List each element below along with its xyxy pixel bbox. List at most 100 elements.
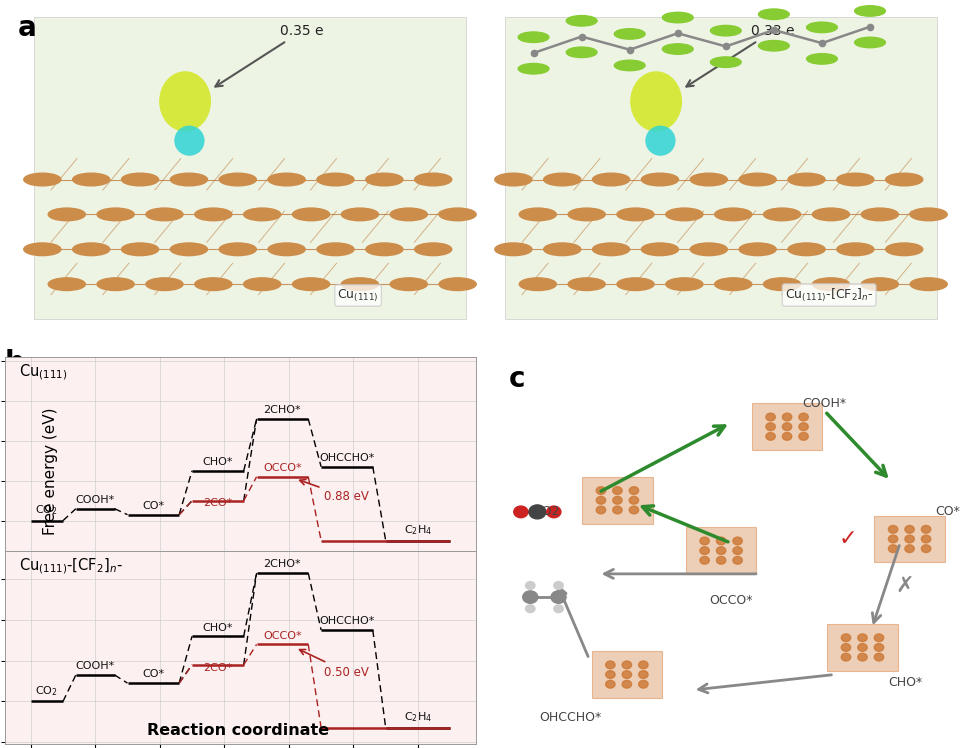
Circle shape <box>910 278 948 290</box>
Circle shape <box>525 605 535 613</box>
Circle shape <box>606 661 615 669</box>
Circle shape <box>195 278 232 290</box>
Circle shape <box>195 208 232 221</box>
Text: c: c <box>509 365 525 393</box>
Text: OHCCHO*: OHCCHO* <box>539 711 601 723</box>
Circle shape <box>717 537 726 545</box>
Circle shape <box>390 208 427 221</box>
Circle shape <box>874 643 884 652</box>
Circle shape <box>317 243 354 256</box>
Circle shape <box>23 243 61 256</box>
Circle shape <box>317 174 354 186</box>
Circle shape <box>639 681 648 688</box>
Circle shape <box>366 174 403 186</box>
Circle shape <box>292 278 329 290</box>
Circle shape <box>292 208 329 221</box>
FancyBboxPatch shape <box>34 17 466 319</box>
Text: CO*: CO* <box>143 501 164 511</box>
FancyBboxPatch shape <box>686 527 756 574</box>
Circle shape <box>711 57 741 67</box>
Circle shape <box>566 47 597 58</box>
Circle shape <box>639 671 648 678</box>
Circle shape <box>799 423 808 431</box>
Circle shape <box>700 547 710 554</box>
Circle shape <box>813 208 850 221</box>
Circle shape <box>666 278 703 290</box>
Circle shape <box>615 28 645 39</box>
Circle shape <box>73 243 110 256</box>
Circle shape <box>841 653 851 661</box>
Ellipse shape <box>174 126 205 156</box>
Circle shape <box>717 557 726 564</box>
Text: CHO*: CHO* <box>203 622 233 633</box>
Text: 2CO*: 2CO* <box>203 663 232 673</box>
Circle shape <box>629 506 639 514</box>
Circle shape <box>639 661 648 669</box>
Circle shape <box>566 16 597 26</box>
Circle shape <box>439 278 476 290</box>
Text: OCCO*: OCCO* <box>263 463 302 473</box>
Circle shape <box>219 243 256 256</box>
Circle shape <box>592 174 629 186</box>
Ellipse shape <box>159 71 211 132</box>
Circle shape <box>905 525 915 533</box>
Text: 0.88 eV: 0.88 eV <box>300 479 369 503</box>
Circle shape <box>519 278 556 290</box>
Circle shape <box>642 243 679 256</box>
Circle shape <box>857 643 867 652</box>
Circle shape <box>783 432 791 441</box>
Circle shape <box>700 537 710 545</box>
Circle shape <box>97 278 134 290</box>
FancyBboxPatch shape <box>752 403 822 450</box>
Circle shape <box>547 506 561 518</box>
Circle shape <box>711 25 741 36</box>
Text: 2CHO*: 2CHO* <box>263 405 301 415</box>
Circle shape <box>715 278 752 290</box>
Circle shape <box>439 208 476 221</box>
Circle shape <box>170 174 208 186</box>
Text: 0.35 e: 0.35 e <box>216 24 323 87</box>
Circle shape <box>662 12 693 22</box>
Circle shape <box>666 208 703 221</box>
Circle shape <box>807 54 837 64</box>
Circle shape <box>888 545 898 553</box>
Circle shape <box>23 174 61 186</box>
Text: Cu$_{(111)}$: Cu$_{(111)}$ <box>19 363 67 382</box>
Circle shape <box>390 278 427 290</box>
Circle shape <box>553 605 563 613</box>
Circle shape <box>861 208 898 221</box>
Circle shape <box>717 547 726 554</box>
Circle shape <box>886 243 922 256</box>
Circle shape <box>854 6 886 16</box>
Circle shape <box>146 208 184 221</box>
Circle shape <box>519 64 549 74</box>
Circle shape <box>861 278 898 290</box>
Circle shape <box>219 174 256 186</box>
Circle shape <box>522 591 538 604</box>
Circle shape <box>787 243 825 256</box>
Text: CO*: CO* <box>143 669 164 679</box>
Text: COOH*: COOH* <box>76 661 115 671</box>
Circle shape <box>758 40 789 51</box>
Circle shape <box>121 174 158 186</box>
Circle shape <box>596 497 606 504</box>
Circle shape <box>342 278 379 290</box>
FancyBboxPatch shape <box>827 624 898 671</box>
Text: C$_2$H$_4$: C$_2$H$_4$ <box>404 524 432 537</box>
Circle shape <box>874 634 884 642</box>
Text: CO$_2$: CO$_2$ <box>35 684 58 698</box>
Circle shape <box>615 60 645 71</box>
Circle shape <box>921 525 931 533</box>
Circle shape <box>905 545 915 553</box>
Circle shape <box>568 208 605 221</box>
Circle shape <box>551 591 566 604</box>
Circle shape <box>841 634 851 642</box>
Circle shape <box>617 278 654 290</box>
Circle shape <box>622 661 631 669</box>
Ellipse shape <box>646 126 676 156</box>
Circle shape <box>622 671 631 678</box>
Text: ✓: ✓ <box>839 529 857 549</box>
Circle shape <box>642 174 679 186</box>
Circle shape <box>921 545 931 553</box>
Circle shape <box>268 243 305 256</box>
